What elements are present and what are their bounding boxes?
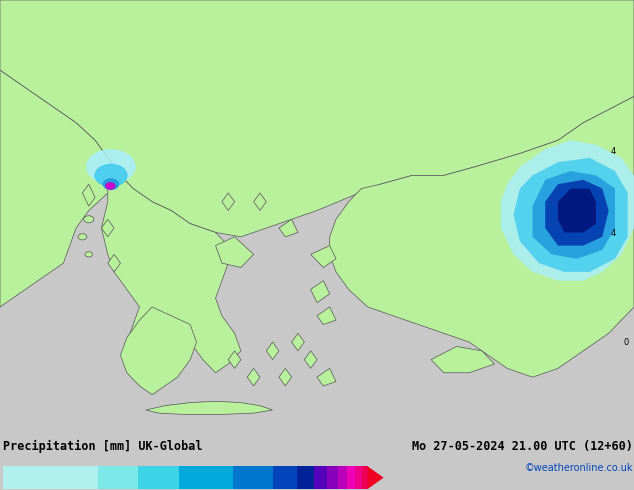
Polygon shape — [247, 368, 260, 386]
Polygon shape — [311, 245, 336, 268]
Circle shape — [87, 150, 135, 183]
Bar — [347, 466, 354, 489]
Bar — [327, 466, 338, 489]
Bar — [338, 466, 347, 489]
Bar — [98, 466, 138, 489]
Bar — [297, 466, 314, 489]
Polygon shape — [558, 189, 596, 232]
Polygon shape — [311, 281, 330, 303]
Circle shape — [106, 183, 115, 189]
Text: Precipitation [mm] UK-Global: Precipitation [mm] UK-Global — [3, 440, 203, 453]
Polygon shape — [254, 193, 266, 211]
Circle shape — [103, 179, 119, 190]
Polygon shape — [330, 97, 634, 377]
Polygon shape — [216, 237, 254, 268]
Polygon shape — [279, 220, 298, 237]
Polygon shape — [368, 466, 384, 489]
Text: 4: 4 — [611, 147, 616, 156]
Circle shape — [95, 165, 127, 186]
Polygon shape — [120, 307, 197, 395]
Polygon shape — [101, 175, 241, 377]
Bar — [179, 466, 233, 489]
Bar — [314, 466, 327, 489]
Polygon shape — [108, 254, 120, 272]
Polygon shape — [228, 351, 241, 368]
Bar — [3, 466, 98, 489]
Bar — [361, 466, 368, 489]
Polygon shape — [304, 351, 317, 368]
Polygon shape — [279, 368, 292, 386]
Text: 4: 4 — [611, 229, 616, 238]
Bar — [138, 466, 179, 489]
Polygon shape — [317, 307, 336, 324]
Polygon shape — [0, 70, 120, 307]
Polygon shape — [501, 140, 634, 281]
Circle shape — [78, 234, 87, 240]
Polygon shape — [222, 193, 235, 211]
Polygon shape — [292, 333, 304, 351]
Text: Mo 27-05-2024 21.00 UTC (12+60): Mo 27-05-2024 21.00 UTC (12+60) — [412, 440, 633, 453]
Polygon shape — [431, 346, 495, 373]
Polygon shape — [317, 368, 336, 386]
Polygon shape — [514, 158, 628, 272]
Polygon shape — [533, 171, 615, 259]
Polygon shape — [82, 184, 95, 206]
Text: ©weatheronline.co.uk: ©weatheronline.co.uk — [524, 463, 633, 473]
Polygon shape — [545, 180, 609, 245]
Circle shape — [84, 216, 94, 223]
Polygon shape — [0, 0, 634, 237]
Polygon shape — [101, 220, 114, 237]
Polygon shape — [266, 342, 279, 360]
Bar — [354, 466, 361, 489]
Circle shape — [85, 252, 93, 257]
Polygon shape — [146, 401, 273, 415]
Text: 0: 0 — [624, 338, 629, 346]
Bar — [233, 466, 273, 489]
Bar — [273, 466, 297, 489]
